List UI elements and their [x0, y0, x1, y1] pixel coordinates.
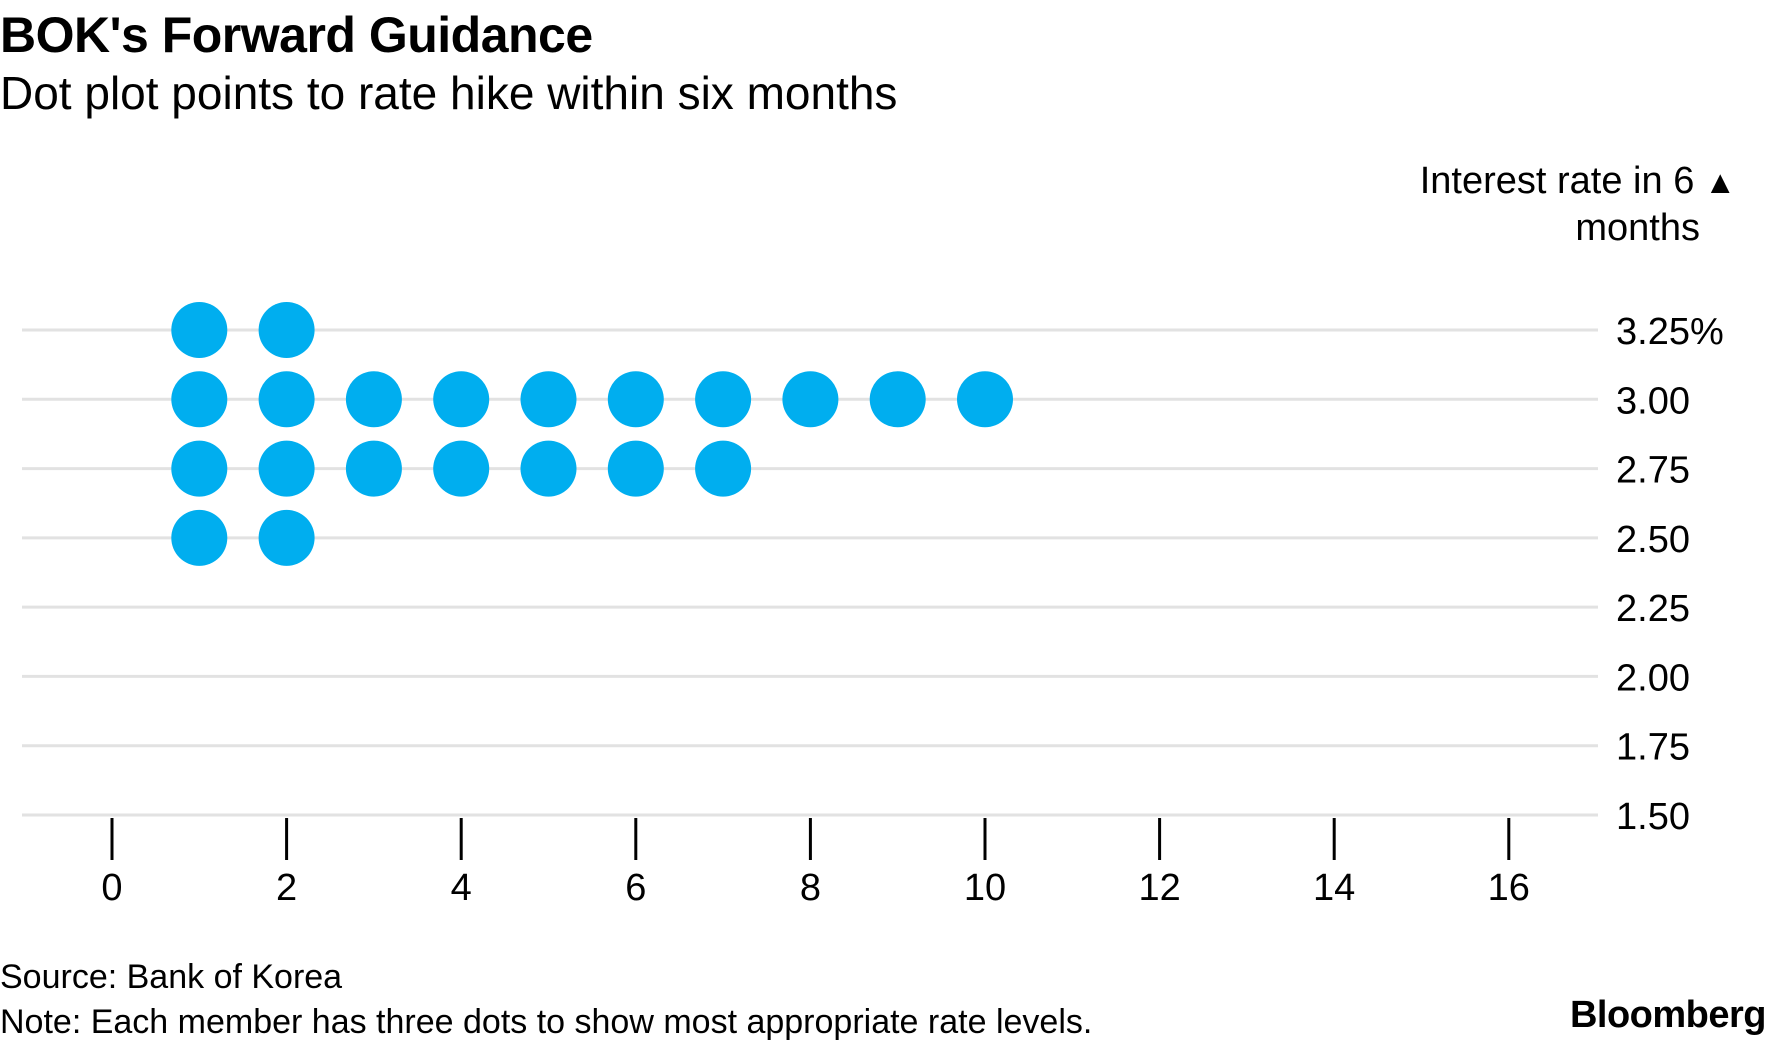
y-tick-label: 2.50 — [1616, 519, 1690, 561]
y-axis-label-line1: Interest rate in 6 — [1419, 160, 1695, 202]
y-tick-label: 1.50 — [1616, 796, 1690, 838]
y-tick-label: 2.25 — [1616, 588, 1690, 630]
dot-point — [171, 509, 228, 566]
dot-point — [607, 440, 664, 497]
dot-point — [258, 371, 315, 428]
x-ticks: 0 2 4 6 8 10 12 14 16 — [101, 818, 1530, 909]
y-tick-label: 2.75 — [1616, 450, 1690, 492]
dot-point — [258, 509, 315, 566]
x-tick-label: 16 — [1488, 867, 1530, 909]
dot-point — [433, 371, 490, 428]
y-tick-label: 1.75 — [1616, 727, 1690, 769]
y-tick-label: 2.00 — [1616, 657, 1690, 699]
dot-point — [695, 371, 752, 428]
dot-point — [345, 371, 402, 428]
dot-point — [695, 440, 752, 497]
x-tick-label: 0 — [101, 867, 122, 909]
x-tick-label: 6 — [625, 867, 646, 909]
y-tick-labels: 3.25% 3.00 2.75 2.50 2.25 2.00 1.75 1.50 — [1616, 311, 1724, 838]
y-tick-label: 3.25% — [1616, 311, 1724, 353]
up-arrow-icon: ▲ — [1704, 164, 1736, 200]
x-tick-label: 12 — [1138, 867, 1180, 909]
dots — [171, 302, 1013, 566]
y-axis-label-line2: months — [1575, 207, 1700, 249]
source-text: Source: Bank of Korea — [0, 958, 343, 996]
dot-point — [345, 440, 402, 497]
dot-point — [520, 440, 577, 497]
dot-point — [258, 302, 315, 358]
x-tick-label: 2 — [276, 867, 297, 909]
y-tick-label: 3.00 — [1616, 380, 1690, 422]
x-tick-label: 4 — [451, 867, 472, 909]
x-tick-label: 8 — [800, 867, 821, 909]
dot-point — [782, 371, 839, 428]
dot-point — [433, 440, 490, 497]
dot-point — [171, 440, 228, 497]
dot-point — [957, 371, 1013, 428]
chart-title: BOK's Forward Guidance — [0, 7, 593, 63]
dot-point — [171, 371, 228, 428]
bloomberg-logo: Bloomberg — [1569, 994, 1767, 1036]
chart-subtitle: Dot plot points to rate hike within six … — [0, 67, 898, 119]
x-tick-label: 10 — [964, 867, 1006, 909]
x-tick-label: 14 — [1313, 867, 1355, 909]
dot-point — [520, 371, 577, 428]
y-axis-label: Interest rate in 6 ▲ — [1420, 160, 1736, 203]
note-text: Note: Each member has three dots to show… — [0, 1003, 1093, 1041]
dot-point — [258, 440, 315, 497]
dot-point — [607, 371, 664, 428]
dot-point — [869, 371, 926, 428]
dot-point — [171, 302, 228, 358]
